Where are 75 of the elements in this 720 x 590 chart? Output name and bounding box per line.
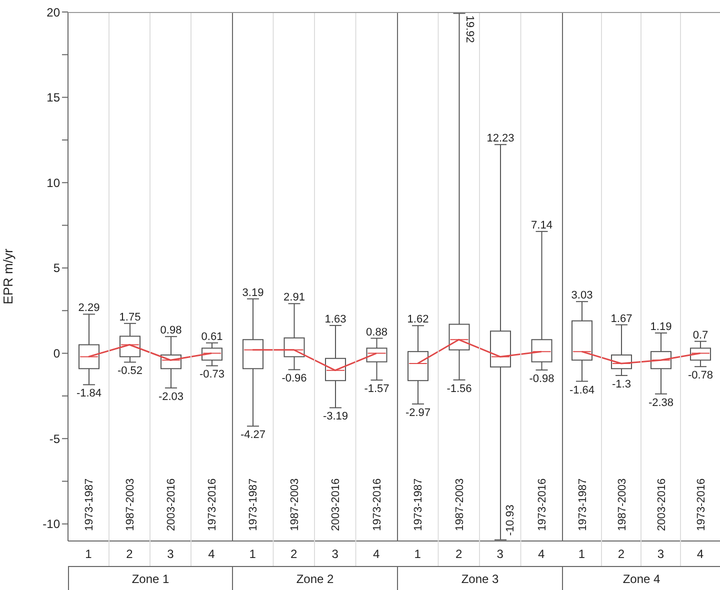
y-tick-label: -10 bbox=[42, 517, 60, 532]
text: 2 bbox=[456, 547, 463, 561]
annotation: 1.19 bbox=[650, 320, 672, 333]
x-tick-label: 1973-1987 bbox=[248, 478, 260, 531]
x-tick-label: 2003-2016 bbox=[330, 478, 342, 531]
annotation: 3.03 bbox=[571, 290, 593, 302]
y-tick-label: 5 bbox=[53, 261, 60, 276]
annotation: -0.96 bbox=[282, 372, 307, 385]
annotation: 19.92 bbox=[463, 15, 476, 43]
y-tick-label: -5 bbox=[49, 432, 60, 446]
annotation: -0.98 bbox=[529, 373, 554, 386]
text: 1 bbox=[249, 547, 256, 561]
annotation: 12.23 bbox=[486, 132, 514, 145]
x-tick-label: 1973-1987 bbox=[84, 478, 96, 531]
y-tick-label: 0 bbox=[53, 346, 60, 361]
text: 4 bbox=[538, 547, 546, 561]
annotation: -10.93 bbox=[504, 504, 516, 536]
annotation: -1.57 bbox=[364, 383, 390, 396]
x-axis-title: Zone 4 bbox=[562, 566, 720, 590]
text: 3 bbox=[332, 547, 339, 561]
annotation: -2.03 bbox=[158, 390, 184, 403]
text: 1 bbox=[578, 547, 586, 561]
x-tick-label: 1973-1987 bbox=[412, 478, 425, 531]
annotation: -3.19 bbox=[322, 410, 348, 423]
annotation: 1.63 bbox=[324, 313, 346, 326]
text: 2 bbox=[126, 547, 134, 561]
annotation: -1.3 bbox=[612, 378, 631, 390]
annotation: 7.14 bbox=[531, 219, 552, 232]
x-tick-label: 1987-2003 bbox=[616, 478, 628, 531]
annotation: 0.61 bbox=[201, 330, 223, 343]
annotation: -0.78 bbox=[688, 370, 714, 382]
annotation: 3.19 bbox=[242, 286, 264, 299]
x-tick-label: 1973-1987 bbox=[576, 478, 589, 531]
annotation: 2.29 bbox=[78, 302, 100, 314]
annotation: 0.98 bbox=[160, 324, 182, 337]
annotation: -0.73 bbox=[199, 368, 225, 381]
x-tick-label: 1987-2003 bbox=[288, 478, 301, 531]
x-tick-label: 1987-2003 bbox=[124, 478, 136, 531]
annotation: 2.91 bbox=[284, 292, 305, 304]
x-tick-label: 1987-2003 bbox=[454, 478, 466, 531]
annotation: -1.84 bbox=[76, 388, 102, 400]
x-tick-label: 2003-2016 bbox=[166, 478, 178, 531]
text: 2 bbox=[618, 547, 625, 561]
text: 2 bbox=[290, 547, 298, 561]
text: 4 bbox=[208, 547, 216, 561]
annotation: 0.7 bbox=[692, 329, 708, 342]
y-axis-title: EPR m/yr bbox=[0, 248, 16, 304]
text: 3 bbox=[496, 547, 504, 561]
annotation: 0.88 bbox=[366, 326, 388, 338]
x-axis-title: Zone 1 bbox=[68, 566, 232, 590]
x-tick-label: 1973-2016 bbox=[536, 478, 548, 531]
text: 3 bbox=[657, 547, 664, 561]
x-tick-label: 1973-2016 bbox=[695, 478, 708, 531]
annotation: 1.75 bbox=[119, 311, 141, 324]
y-tick-label: 10 bbox=[46, 176, 60, 190]
text: 1 bbox=[414, 547, 422, 561]
x-tick-label: 1973-2016 bbox=[206, 478, 218, 531]
text: 1 bbox=[85, 547, 92, 561]
y-tick-label: 20 bbox=[46, 5, 60, 20]
annotation: -2.38 bbox=[648, 396, 674, 409]
annotation: -2.97 bbox=[405, 406, 431, 419]
annotation: -1.56 bbox=[446, 382, 472, 395]
annotation: 1.62 bbox=[407, 314, 429, 326]
y-tick-label: 15 bbox=[46, 90, 60, 105]
text: 4 bbox=[696, 547, 704, 561]
x-axis-title: Zone 3 bbox=[397, 566, 562, 590]
x-tick-label: 1973-2016 bbox=[371, 478, 384, 531]
annotation: 1.67 bbox=[610, 312, 632, 325]
x-axis-title: Zone 2 bbox=[232, 566, 397, 590]
text: 3 bbox=[167, 547, 174, 561]
annotation: -4.27 bbox=[240, 429, 266, 442]
x-tick-label: 2003-2016 bbox=[656, 478, 668, 531]
annotation: -1.64 bbox=[569, 384, 595, 396]
annotation: -0.52 bbox=[117, 365, 143, 378]
text: 4 bbox=[373, 547, 380, 561]
